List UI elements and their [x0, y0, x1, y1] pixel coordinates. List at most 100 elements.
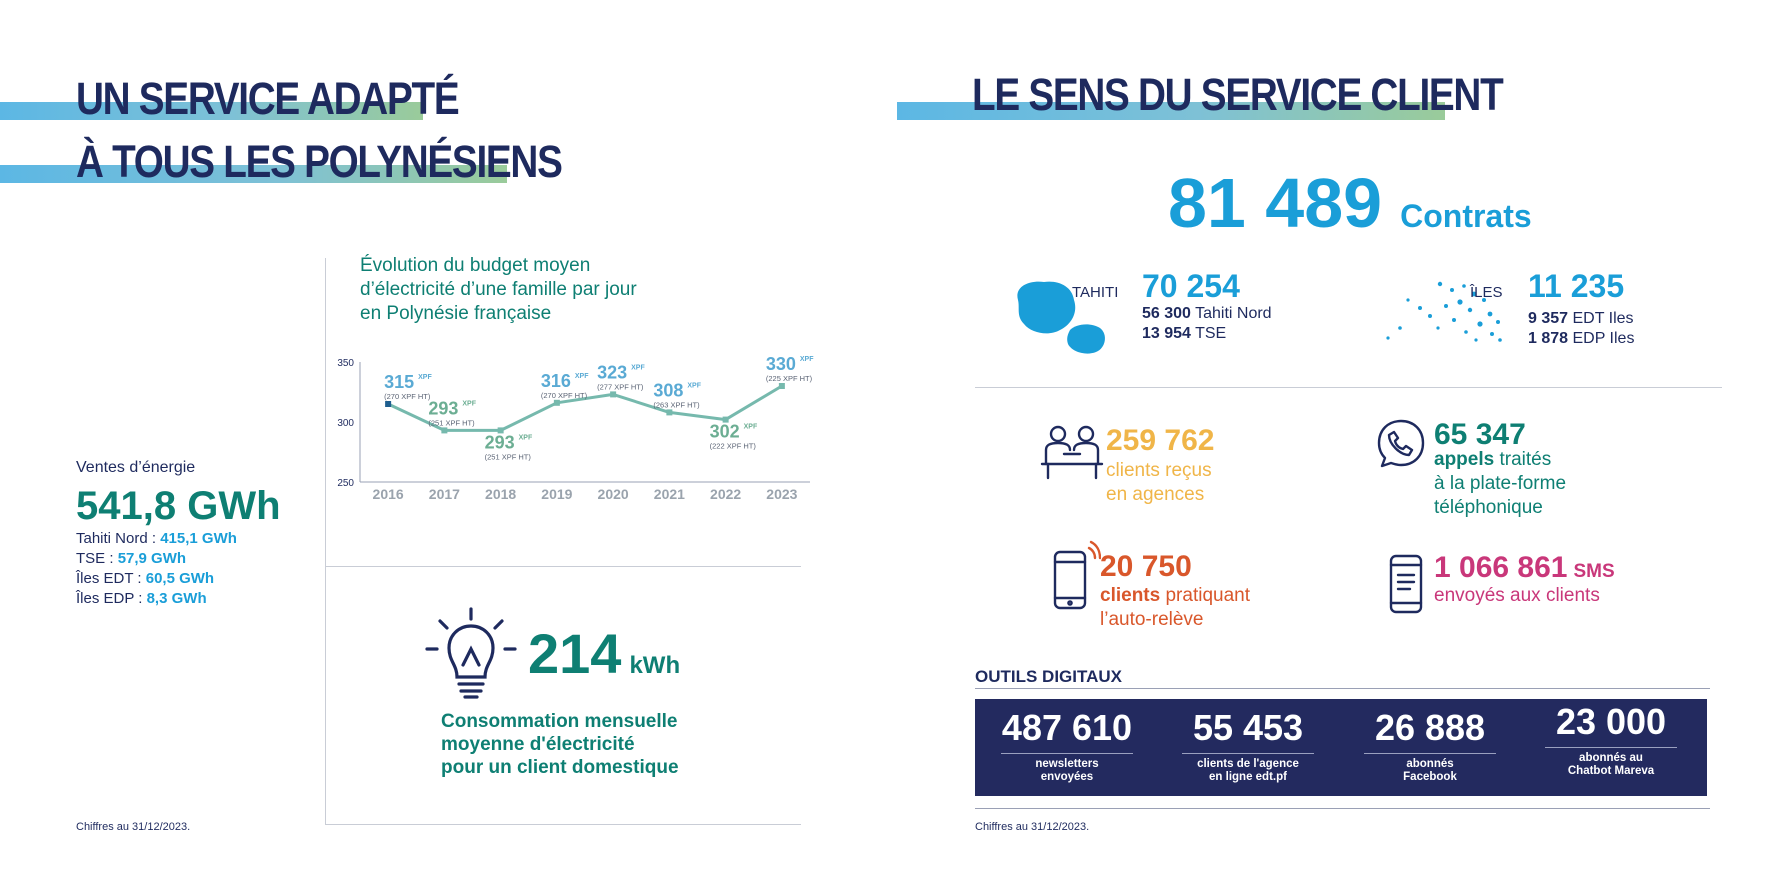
energy-item: TSE : 57,9 GWh: [76, 550, 187, 567]
energy-label: Ventes d’énergie: [76, 459, 196, 476]
x-tick-label: 2022: [710, 486, 741, 502]
data-point: [553, 399, 560, 406]
digital-title: OUTILS DIGITAUX: [975, 667, 1123, 686]
data-point: [441, 427, 448, 434]
x-tick-label: 2017: [429, 486, 460, 502]
data-label-unit: XPF: [462, 400, 476, 407]
sms-unit: SMS: [1573, 561, 1615, 582]
data-point: [778, 383, 785, 389]
left-horizontal-divider: [325, 566, 801, 567]
y-tick-label: 350: [337, 358, 354, 369]
data-sublabel: (270 XPF HT): [384, 392, 431, 401]
data-sublabel: (277 XPF HT): [597, 382, 644, 391]
series-line: [387, 384, 783, 432]
right-divider: [975, 387, 1722, 388]
tahiti-map-icon: [1017, 281, 1105, 354]
sms-value: 1 066 861 SMS: [1434, 551, 1615, 584]
data-sublabel: (225 XPF HT): [766, 374, 813, 383]
energy-total: 541,8 GWh: [76, 484, 281, 528]
consumption-description: Consommation mensuelle moyenne d'électri…: [441, 711, 679, 778]
sms-description: envoyés aux clients: [1434, 585, 1600, 606]
lightbulb-icon: [425, 607, 517, 699]
data-label-unit: XPF: [800, 356, 814, 363]
data-label: 330: [766, 354, 796, 374]
consumption-value: 214 kWh: [528, 622, 681, 685]
left-title-line2: À TOUS LES POLYNÉSIENS: [76, 136, 563, 187]
energy-item: Îles EDT : 60,5 GWh: [76, 570, 215, 587]
data-label-unit: XPF: [631, 364, 645, 371]
digital-item: 26 888 abonnés Facebook: [1350, 699, 1510, 784]
data-point: [610, 391, 617, 398]
consumption-unit: kWh: [629, 652, 681, 679]
data-point: [722, 416, 729, 423]
data-point: [666, 409, 673, 416]
agencies-description: clients reçus en agences: [1106, 460, 1212, 505]
data-point: [385, 401, 392, 407]
left-footnote: Chiffres au 31/12/2023.: [76, 821, 191, 833]
iles-breakdown: 9 357 EDT Iles 1 878 EDP Iles: [1528, 310, 1635, 347]
data-label: 293: [428, 398, 458, 418]
data-label: 315: [384, 372, 414, 392]
data-label: 308: [653, 380, 683, 400]
contracts-label: Contrats: [1400, 198, 1532, 234]
x-tick-label: 2020: [598, 486, 629, 502]
contracts-total: 81 489 Contrats: [1168, 164, 1532, 242]
tahiti-name: TAHITI: [1072, 284, 1119, 301]
digital-tools-panel: 487 610 newsletters envoyées 55 453 clien…: [975, 699, 1707, 796]
data-label: 323: [597, 362, 627, 382]
data-label: 293: [485, 432, 515, 452]
data-sublabel: (251 XPF HT): [428, 418, 475, 427]
iles-total: 11 235: [1528, 268, 1625, 304]
energy-item: Tahiti Nord : 415,1 GWh: [76, 530, 237, 547]
iles-name: ÎLES: [1470, 284, 1503, 301]
autoreleve-description: clients pratiquant l’auto-relève: [1100, 585, 1250, 630]
data-sublabel: (251 XPF HT): [485, 452, 532, 461]
x-tick-label: 2021: [654, 486, 685, 502]
agencies-value: 259 762: [1106, 424, 1215, 457]
x-tick-label: 2023: [766, 486, 797, 502]
data-point: [497, 427, 504, 434]
data-label: 302: [710, 422, 740, 442]
tahiti-total: 70 254: [1142, 268, 1240, 304]
data-label-unit: XPF: [519, 434, 533, 441]
data-sublabel: (270 XPF HT): [541, 391, 588, 400]
data-sublabel: (263 XPF HT): [653, 400, 700, 409]
data-label-unit: XPF: [687, 382, 701, 389]
x-tick-label: 2019: [541, 486, 572, 502]
autoreleve-value: 20 750: [1100, 550, 1192, 583]
budget-line-chart: 350 300 250 2016 2017 2018 2019 2020 2021 2022 202…: [337, 354, 814, 502]
right-title: LE SENS DU SERVICE CLIENT: [972, 69, 1504, 120]
left-bottom-divider: [325, 824, 801, 825]
title-highlight-2: [0, 165, 507, 183]
digital-item: 23 000 abonnés au Chatbot Mareva: [1531, 699, 1691, 778]
title-highlight-1: [0, 102, 423, 120]
calls-value: 65 347: [1434, 418, 1526, 451]
y-tick-label: 300: [337, 418, 354, 429]
smartphone-icon: [1053, 540, 1101, 610]
digital-item: 487 610 newsletters envoyées: [1001, 707, 1133, 783]
data-label: 316: [541, 371, 571, 391]
chart-title: Évolution du budget moyen d’électricité …: [360, 255, 637, 324]
islands-map-icon: [1386, 281, 1502, 342]
x-tick-label: 2016: [373, 486, 404, 502]
agency-people-icon: [1040, 425, 1104, 480]
y-tick-label: 250: [337, 478, 354, 489]
energy-list: Tahiti Nord : 415,1 GWh TSE : 57,9 GWh Î…: [76, 529, 237, 609]
sms-phone-icon: [1389, 554, 1423, 614]
right-footnote: Chiffres au 31/12/2023.: [975, 821, 1090, 833]
phone-call-icon: [1377, 419, 1425, 468]
data-sublabel: (222 XPF HT): [710, 442, 757, 451]
calls-description: appels traités à la plate-forme téléphon…: [1434, 449, 1567, 518]
energy-item: Îles EDP : 8,3 GWh: [76, 590, 207, 607]
data-label-unit: XPF: [744, 424, 758, 431]
left-vertical-divider: [325, 258, 326, 825]
digital-item: 55 453 clients de l'agence en ligne edt.p…: [1168, 699, 1328, 784]
data-label-unit: XPF: [418, 374, 432, 381]
left-title-line1: UN SERVICE ADAPTÉ: [76, 73, 460, 124]
right-title-highlight: [897, 102, 1445, 120]
digital-bottom-rule: [975, 808, 1710, 809]
data-label-unit: XPF: [575, 373, 589, 380]
tahiti-breakdown: 56 300 Tahiti Nord 13 954 TSE: [1142, 305, 1272, 342]
digital-top-rule: [975, 688, 1710, 689]
x-tick-label: 2018: [485, 486, 516, 502]
